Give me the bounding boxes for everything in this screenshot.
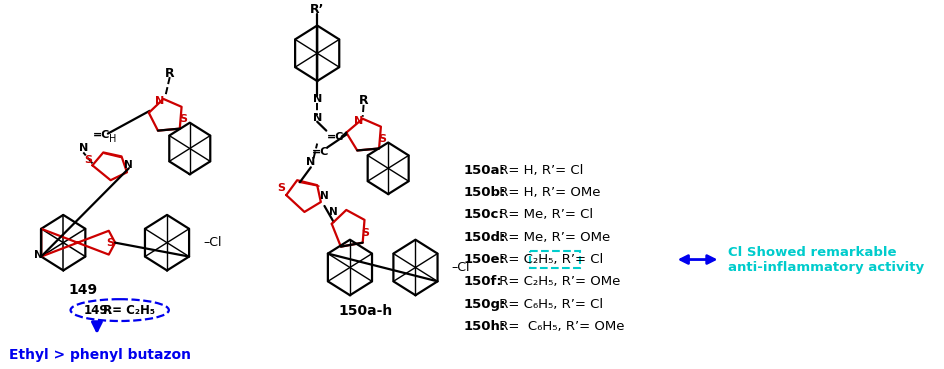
Text: N: N — [34, 249, 42, 259]
Text: S: S — [84, 155, 92, 165]
Text: 150b:: 150b: — [464, 186, 506, 199]
Text: S: S — [361, 228, 369, 238]
Text: R’: R’ — [310, 3, 324, 16]
Text: R= C₂H₅, R’= Cl: R= C₂H₅, R’= Cl — [494, 253, 602, 266]
Text: R=  C₆H₅, R’= OMe: R= C₆H₅, R’= OMe — [494, 320, 623, 333]
Text: 150e:: 150e: — [464, 253, 505, 266]
Text: S: S — [107, 238, 114, 248]
Text: 149: 149 — [69, 283, 98, 297]
Text: 150a:: 150a: — [464, 164, 505, 177]
Text: R: R — [165, 67, 175, 80]
Text: N: N — [312, 113, 322, 123]
Text: N: N — [306, 157, 315, 168]
Text: R= C₂H₅: R= C₂H₅ — [103, 304, 155, 317]
Text: S: S — [378, 134, 385, 144]
Text: =C: =C — [312, 148, 329, 158]
Text: 150g:: 150g: — [464, 298, 506, 311]
Text: =C: =C — [93, 130, 110, 139]
Text: R= C₂H₅, R’= OMe: R= C₂H₅, R’= OMe — [494, 275, 619, 288]
Text: H: H — [109, 134, 116, 144]
Text: 149:: 149: — [84, 304, 113, 317]
Text: –Cl: –Cl — [451, 261, 470, 274]
Text: Ethyl > phenyl butazon: Ethyl > phenyl butazon — [8, 348, 191, 362]
Text: =C: =C — [327, 132, 344, 142]
Text: N: N — [78, 144, 88, 154]
Text: R= C₆H₅, R’= Cl: R= C₆H₅, R’= Cl — [494, 298, 602, 311]
Text: N: N — [329, 207, 338, 217]
Text: S: S — [277, 183, 284, 193]
Text: –Cl: –Cl — [203, 236, 222, 249]
Text: 150d:: 150d: — [464, 231, 506, 244]
Text: R= H, R’= Cl: R= H, R’= Cl — [494, 164, 582, 177]
Text: 150f:: 150f: — [464, 275, 502, 288]
Text: S: S — [179, 114, 187, 124]
Text: 150h:: 150h: — [464, 320, 505, 333]
Text: Cl Showed remarkable: Cl Showed remarkable — [727, 246, 895, 259]
Text: N: N — [312, 94, 322, 104]
Text: R= Me, R’= Cl: R= Me, R’= Cl — [494, 208, 592, 221]
Text: 150a-h: 150a-h — [338, 304, 392, 318]
Text: N: N — [354, 116, 363, 126]
Text: N: N — [125, 161, 133, 170]
Text: 150c:: 150c: — [464, 208, 504, 221]
Text: N: N — [320, 191, 329, 201]
Text: R: R — [359, 94, 368, 107]
Text: R= Me, R’= OMe: R= Me, R’= OMe — [494, 231, 609, 244]
Text: R= H, R’= OMe: R= H, R’= OMe — [494, 186, 599, 199]
Text: anti-inflammatory activity: anti-inflammatory activity — [727, 261, 923, 274]
Text: N: N — [155, 96, 164, 106]
